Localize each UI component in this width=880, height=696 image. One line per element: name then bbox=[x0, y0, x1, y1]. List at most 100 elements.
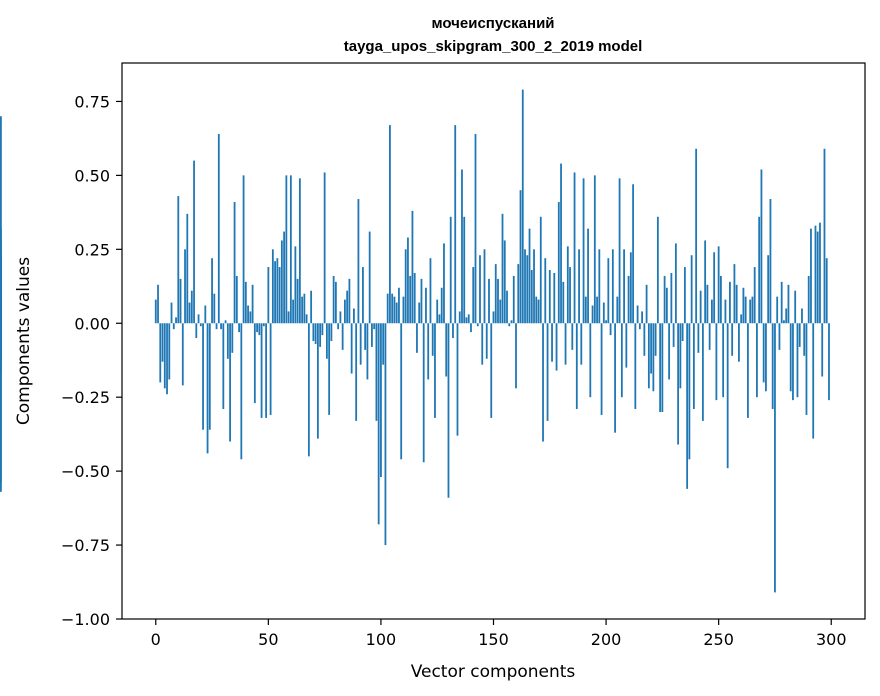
bar-157 bbox=[508, 323, 511, 327]
bar-198 bbox=[600, 323, 603, 415]
bar-32 bbox=[226, 323, 229, 359]
bar-53 bbox=[274, 261, 276, 324]
bar-202 bbox=[609, 323, 612, 336]
bar-86 bbox=[348, 278, 351, 324]
bar-8 bbox=[172, 323, 175, 330]
bar-244 bbox=[704, 240, 707, 324]
bar-118 bbox=[420, 278, 423, 324]
bar-42 bbox=[249, 311, 252, 324]
bar-160 bbox=[515, 323, 517, 389]
bar-168 bbox=[533, 249, 535, 324]
bar-133 bbox=[454, 125, 457, 324]
bar-125 bbox=[436, 299, 439, 324]
bar-23 bbox=[206, 323, 209, 454]
bar-293 bbox=[814, 225, 817, 324]
bar-218 bbox=[645, 284, 648, 324]
bar-250 bbox=[717, 246, 720, 324]
bar-264 bbox=[749, 299, 752, 324]
bar-46 bbox=[258, 323, 261, 336]
bar-270 bbox=[762, 323, 765, 383]
bar-147 bbox=[485, 323, 488, 359]
chart-subtitle: tayga_upos_skipgram_300_2_2019 model bbox=[344, 38, 643, 55]
bar-58 bbox=[285, 175, 288, 324]
bar-236 bbox=[686, 323, 689, 489]
bar-232 bbox=[677, 323, 680, 445]
bar-139 bbox=[467, 314, 470, 324]
bar-145 bbox=[481, 323, 484, 365]
bar-288 bbox=[803, 323, 806, 356]
bar-151 bbox=[494, 264, 497, 324]
bar-24 bbox=[208, 323, 211, 430]
bar-93 bbox=[364, 323, 367, 350]
bar-94 bbox=[366, 323, 369, 380]
bar-134 bbox=[456, 323, 459, 436]
bar-186 bbox=[573, 172, 576, 324]
x-tick-label: 300 bbox=[816, 630, 847, 649]
bar-54 bbox=[276, 258, 279, 324]
bar-299 bbox=[828, 323, 830, 401]
bar-178 bbox=[555, 323, 558, 371]
bar-261 bbox=[742, 287, 745, 324]
bar-26 bbox=[213, 293, 216, 324]
bar-7 bbox=[170, 302, 173, 324]
bar-263 bbox=[747, 323, 749, 418]
bar-111 bbox=[404, 249, 407, 324]
bar-74 bbox=[321, 323, 324, 336]
bar-274 bbox=[771, 323, 774, 410]
bar-116 bbox=[416, 323, 418, 353]
bar-108 bbox=[398, 287, 400, 324]
bar-169 bbox=[535, 296, 538, 324]
bar-235 bbox=[683, 267, 686, 324]
bar-65 bbox=[301, 296, 304, 324]
bar-291 bbox=[810, 228, 812, 324]
bar-110 bbox=[402, 296, 405, 324]
bar-201 bbox=[607, 258, 610, 324]
bar-210 bbox=[627, 275, 630, 324]
bar-292 bbox=[812, 323, 815, 439]
bar-233 bbox=[679, 323, 682, 389]
bar-80 bbox=[334, 281, 337, 324]
bar-71 bbox=[314, 323, 317, 344]
bar-137 bbox=[463, 216, 466, 324]
bar-268 bbox=[758, 216, 761, 324]
bar-152 bbox=[497, 278, 499, 324]
y-tick-label: 0.50 bbox=[74, 166, 110, 185]
bar-101 bbox=[382, 323, 385, 365]
bar-215 bbox=[638, 323, 641, 330]
bar-87 bbox=[350, 323, 353, 374]
bar-127 bbox=[440, 287, 443, 324]
x-tick-label: 50 bbox=[258, 630, 278, 649]
bar-114 bbox=[411, 210, 414, 324]
bar-143 bbox=[476, 323, 479, 327]
bar-281 bbox=[787, 284, 790, 324]
bar-89 bbox=[355, 323, 358, 421]
bar-280 bbox=[785, 308, 788, 324]
bar-9 bbox=[175, 317, 177, 324]
bar-284 bbox=[794, 290, 797, 324]
y-tick-label: −1.00 bbox=[61, 610, 110, 629]
bar-69 bbox=[310, 290, 313, 324]
bar-63 bbox=[296, 278, 299, 324]
bar-229 bbox=[670, 272, 673, 324]
bar-223 bbox=[656, 216, 659, 324]
x-tick-label: 150 bbox=[478, 630, 509, 649]
bar-285 bbox=[796, 323, 799, 398]
bar-172 bbox=[542, 323, 544, 442]
bar-251 bbox=[720, 275, 722, 324]
bar-177 bbox=[553, 272, 556, 324]
bar-196 bbox=[596, 296, 598, 324]
bar-271 bbox=[765, 323, 767, 392]
bar-258 bbox=[735, 284, 738, 324]
bar-220 bbox=[650, 323, 653, 374]
bar-21 bbox=[202, 323, 204, 430]
bar-156 bbox=[506, 290, 508, 324]
bar-92 bbox=[362, 267, 364, 324]
bar-13 bbox=[184, 249, 186, 324]
bar-52 bbox=[271, 249, 274, 324]
bar-50 bbox=[267, 267, 270, 324]
bar-239 bbox=[692, 323, 695, 410]
bar-6 bbox=[168, 323, 171, 380]
bar-294 bbox=[816, 231, 819, 324]
bar-132 bbox=[452, 323, 454, 339]
bar-141 bbox=[472, 267, 475, 324]
